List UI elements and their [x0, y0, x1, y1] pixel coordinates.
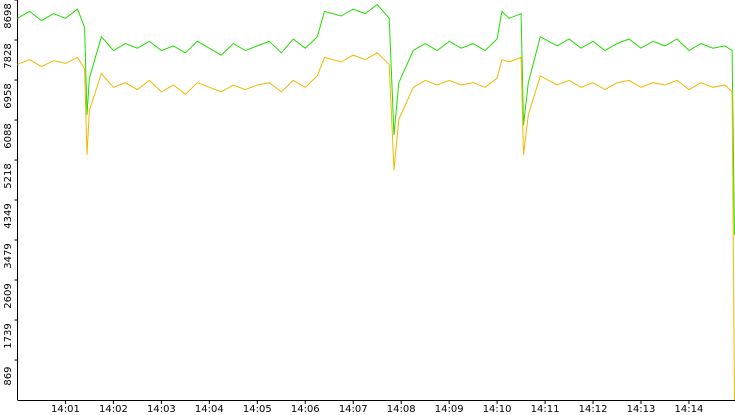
x-tick-label: 14:01 [51, 404, 80, 415]
y-tick-label: 4349 [3, 203, 14, 228]
x-tick-label: 14:09 [435, 404, 464, 415]
x-tick-label: 14:08 [387, 404, 416, 415]
y-tick-label: 6088 [3, 123, 14, 148]
y-tick-label: 3479 [3, 243, 14, 268]
x-tick-label: 14:05 [243, 404, 272, 415]
x-tick-label: 14:14 [675, 404, 704, 415]
x-tick-label: 14:03 [147, 404, 176, 415]
y-tick-label: 5218 [3, 163, 14, 188]
x-tick-label: 14:10 [483, 404, 512, 415]
y-tick-label: 6958 [3, 83, 14, 108]
x-tick-label: 14:13 [627, 404, 656, 415]
x-tick-label: 14:07 [339, 404, 368, 415]
y-tick-label: 2609 [3, 283, 14, 308]
series-line [17, 3, 735, 235]
series-line [17, 52, 735, 401]
y-tick-label: 8698 [3, 3, 14, 28]
x-tick-label: 14:04 [195, 404, 224, 415]
x-tick-label: 14:11 [531, 404, 560, 415]
y-tick-label: 7828 [3, 43, 14, 68]
y-tick-label: 869 [3, 366, 14, 385]
x-tick-label: 14:06 [291, 404, 320, 415]
x-tick-label: 14:02 [99, 404, 128, 415]
y-tick-label: 1739 [3, 323, 14, 348]
x-tick-label: 14:12 [579, 404, 608, 415]
